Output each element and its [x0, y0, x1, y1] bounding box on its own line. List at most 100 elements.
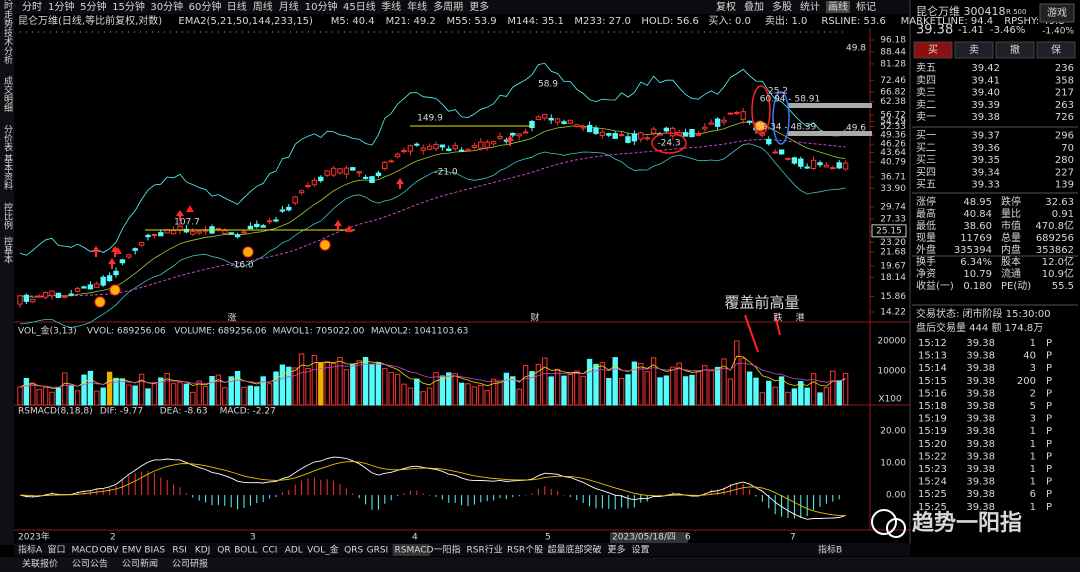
period-button[interactable]: 5分钟 [80, 0, 106, 13]
status-link[interactable]: 公司公告 [72, 558, 108, 570]
period-button[interactable]: 月线 [279, 0, 299, 13]
indicator-tab[interactable]: 指标B [818, 544, 842, 556]
period-button[interactable]: 分时 [22, 1, 42, 13]
volume-bar [222, 387, 228, 406]
trade-button-label[interactable]: 撤 [1010, 43, 1020, 56]
tick-volume: 1 [1030, 426, 1036, 437]
indicator-tab[interactable]: 更多 [607, 544, 625, 556]
indicator-value: M21: 49.2 [386, 16, 436, 27]
tool-button[interactable]: 多股 [772, 0, 792, 13]
tool-button[interactable]: 复权 [716, 0, 736, 13]
period-button[interactable]: 季线 [381, 0, 401, 13]
indicator-tab[interactable]: GRSI [367, 546, 389, 556]
sector-button-label[interactable]: 游戏 [1047, 6, 1067, 19]
indicator-tab[interactable]: VOL_金 [307, 544, 339, 556]
indicator-tab[interactable]: EMV [122, 546, 142, 556]
indicator-tab[interactable]: 一阳指 [434, 544, 461, 556]
period-button[interactable]: 10分钟 [305, 0, 338, 13]
volume-bar [202, 386, 209, 406]
status-link[interactable]: 关联报价 [22, 558, 58, 570]
triangle-mark [114, 247, 122, 254]
trade-button[interactable] [954, 41, 994, 59]
indicator-tab[interactable]: 窗口 [47, 544, 65, 556]
candle-body [407, 145, 414, 152]
sidebar-tab[interactable]: 技术分析 [2, 27, 13, 65]
sidebar-tab[interactable]: 分时走势 [2, 0, 13, 29]
candle-body [791, 157, 798, 164]
stat-label: 股本 [1001, 255, 1021, 268]
trade-button[interactable] [1036, 41, 1076, 59]
period-button[interactable]: 更多 [469, 0, 489, 13]
trade-button-label[interactable]: 买 [928, 44, 938, 56]
stat-value: 32.63 [1045, 197, 1074, 208]
order-label: 买二 [916, 142, 936, 154]
sidebar-tab[interactable]: 控比例 [2, 201, 13, 230]
period-button[interactable]: 年线 [407, 0, 427, 13]
indicator-tab[interactable]: MACD [71, 546, 98, 556]
candle-body [17, 295, 23, 305]
price-axis-label: 56.72 [880, 111, 906, 121]
tool-button[interactable]: 画线 [828, 0, 848, 13]
indicator-tab[interactable]: QR [217, 546, 230, 556]
indicator-tab[interactable]: RSMACD [395, 546, 434, 556]
order-volume: 217 [1055, 88, 1074, 99]
period-button[interactable]: 45日线 [343, 0, 376, 13]
price-axis-label: 62.38 [880, 97, 906, 107]
volume-bar [522, 365, 529, 406]
annotation-arrow [744, 314, 759, 353]
sidebar-tab[interactable]: 分价表 [2, 124, 13, 152]
period-button[interactable]: 15分钟 [112, 0, 145, 13]
volume-header: MAVOL2: 1041103.63 [371, 327, 468, 337]
indicator-value: EMA2(5,21,50,144,233,15) [178, 16, 313, 27]
candle-body [369, 176, 375, 184]
trade-button-label[interactable]: 卖 [969, 44, 979, 56]
volume-bar [119, 378, 126, 406]
volume-bar [497, 380, 503, 406]
volume-bar [164, 373, 170, 406]
price-axis-label: 33.90 [880, 184, 906, 194]
period-button[interactable]: 1分钟 [48, 0, 74, 13]
indicator-tab[interactable]: 指标A [18, 544, 43, 556]
price-axis-label: 88.44 [880, 47, 906, 57]
volume-bar [682, 376, 689, 406]
trade-button[interactable] [913, 41, 953, 59]
trade-button[interactable] [995, 41, 1035, 59]
indicator-tab[interactable]: OBV [99, 546, 119, 556]
period-button[interactable]: 周线 [253, 0, 273, 13]
volume-bar [23, 377, 30, 406]
indicator-tab[interactable]: QRS [344, 546, 363, 556]
volume-bar [254, 386, 260, 406]
tool-button[interactable]: 统计 [800, 0, 820, 13]
sidebar-tab[interactable]: 成交明细 [2, 75, 13, 112]
stat-label: 净资 [916, 267, 936, 280]
trade-button-label[interactable]: 保 [1051, 43, 1061, 56]
candle-body [638, 132, 644, 140]
indicator-tab[interactable]: KDJ [195, 546, 211, 556]
watermark-logo [871, 509, 897, 535]
candle-body [516, 133, 522, 137]
volume-bar [394, 373, 401, 406]
indicator-tab[interactable]: BOLL [234, 546, 257, 556]
indicator-tab[interactable]: RSI [172, 546, 187, 556]
indicator-tab[interactable]: BIAS [144, 546, 165, 556]
tool-button[interactable]: 叠加 [744, 1, 764, 13]
tick-time: 15:24 [918, 477, 947, 488]
indicator-tab[interactable]: 超量底部突破 [547, 544, 601, 556]
period-button[interactable]: 多周期 [433, 0, 463, 13]
status-link[interactable]: 公司新闻 [122, 558, 158, 570]
indicator-tab[interactable]: 设置 [631, 545, 649, 556]
tool-button[interactable]: 标记 [856, 1, 876, 13]
sidebar-tab[interactable]: 控基本 [2, 235, 13, 264]
period-button[interactable]: 日线 [227, 0, 247, 13]
period-button[interactable]: 30分钟 [150, 0, 183, 13]
indicator-tab[interactable]: RSR行业 [467, 544, 503, 556]
order-label: 卖二 [916, 99, 936, 111]
period-button[interactable]: 60分钟 [189, 0, 222, 13]
indicator-tab[interactable]: CCI [262, 546, 277, 556]
indicator-tab[interactable]: ADL [285, 546, 303, 556]
candle-body [785, 157, 791, 160]
indicator-tab[interactable]: RSR个股 [507, 545, 543, 556]
candle-body [529, 120, 535, 129]
status-link[interactable]: 公司研报 [172, 558, 208, 570]
sidebar-tab[interactable]: 基本资料 [2, 153, 13, 191]
